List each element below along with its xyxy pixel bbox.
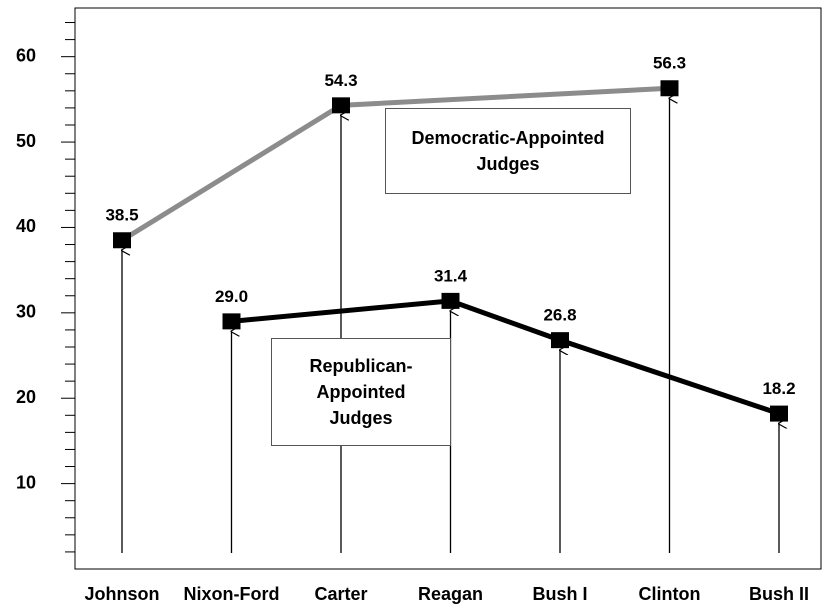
plot-frame xyxy=(74,7,822,570)
point-marker xyxy=(332,97,350,114)
x-tick-label: Bush II xyxy=(749,584,809,604)
y-tick-label: 40 xyxy=(16,216,36,236)
value-label: 26.8 xyxy=(543,306,576,325)
point-marker xyxy=(660,80,679,97)
point-marker xyxy=(441,292,460,309)
value-label: 31.4 xyxy=(434,266,468,285)
point-marker xyxy=(770,405,788,422)
y-tick-label: 50 xyxy=(16,131,36,151)
x-tick-label: Johnson xyxy=(85,584,160,604)
series-line xyxy=(231,298,780,416)
value-label: 18.2 xyxy=(762,379,795,398)
value-label: 38.5 xyxy=(105,206,138,225)
x-tick-label: Reagan xyxy=(418,584,483,604)
point-marker xyxy=(113,232,131,249)
legend-label: Democratic-Appointed Judges xyxy=(411,128,605,174)
x-tick-label: Bush I xyxy=(532,584,587,604)
legend-box: Republican-Appointed Judges xyxy=(271,338,451,446)
legend-label: Republican-Appointed Judges xyxy=(309,356,413,428)
x-tick-label: Clinton xyxy=(639,584,701,604)
y-tick-label: 20 xyxy=(16,387,36,407)
value-label: 29.0 xyxy=(215,287,248,306)
point-marker xyxy=(551,332,569,349)
value-label: 56.3 xyxy=(653,54,686,73)
legend-box: Democratic-Appointed Judges xyxy=(385,108,631,194)
x-tick-label: Carter xyxy=(314,584,367,604)
y-tick-label: 30 xyxy=(16,302,36,322)
y-tick-label: 10 xyxy=(16,472,36,492)
x-tick-label: Nixon-Ford xyxy=(184,584,280,604)
y-tick-label: 60 xyxy=(16,45,36,65)
value-label: 54.3 xyxy=(324,71,357,90)
point-marker xyxy=(222,313,241,330)
